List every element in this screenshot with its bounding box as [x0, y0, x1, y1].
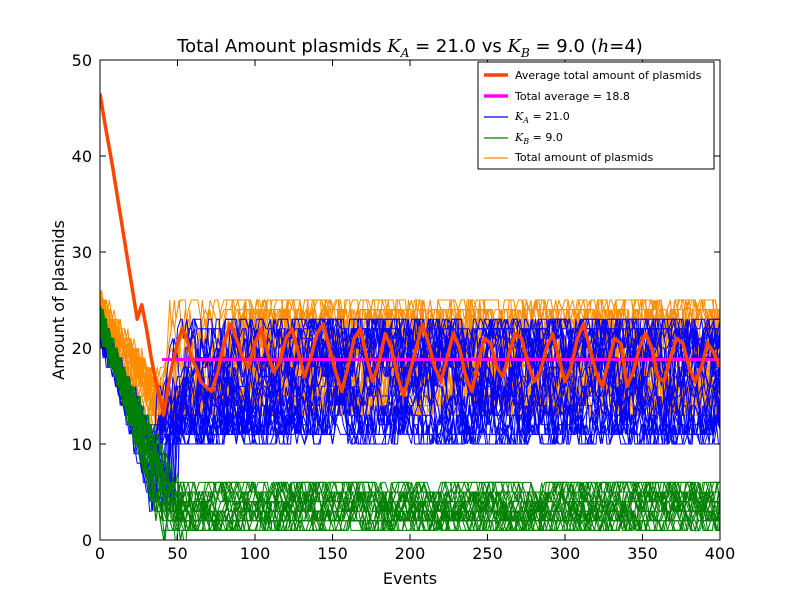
y-tick-label: 50 [72, 51, 92, 70]
series-line-ka [100, 318, 720, 483]
y-tick-label: 10 [72, 435, 92, 454]
series-line-kb [100, 323, 720, 522]
x-axis-label: Events [383, 569, 437, 588]
y-tick-label: 40 [72, 147, 92, 166]
x-tick-label: 50 [167, 544, 187, 563]
average-layer [100, 93, 720, 417]
legend-box [477, 61, 715, 170]
average-total-line [100, 93, 720, 417]
y-tick-label: 20 [72, 339, 92, 358]
series-layer [100, 290, 720, 540]
series-line-ka [100, 317, 720, 473]
y-axis-label: Amount of plasmids [49, 220, 68, 380]
x-tick-label: 100 [240, 544, 271, 563]
legend-label-total-average: Total average = 18.8 [514, 90, 630, 103]
series-line-kb [100, 316, 720, 531]
x-tick-label: 200 [395, 544, 426, 563]
legend-label-kb: KB = 9.0 [514, 131, 563, 146]
series-line-ka [100, 328, 720, 493]
legend-label-ka: KA = 21.0 [514, 110, 570, 125]
series-line-kb [100, 314, 720, 531]
x-tick-label: 350 [627, 544, 658, 563]
x-tick-label: 400 [705, 544, 736, 563]
series-line-kb [100, 316, 720, 523]
y-tick-label: 30 [72, 243, 92, 262]
series-line-kb [100, 325, 720, 533]
y-tick-label: 0 [82, 531, 92, 550]
y-axis: 0 10 20 30 40 50 [72, 51, 720, 550]
series-line-ka [100, 313, 720, 493]
series-line-kb [100, 309, 720, 523]
legend-label-total: Total amount of plasmids [514, 151, 653, 164]
x-tick-label: 150 [317, 544, 348, 563]
legend-label-average-total: Average total amount of plasmids [515, 69, 702, 82]
x-tick-label: 0 [95, 544, 105, 563]
chart-title: Total Amount plasmids KA = 21.0 vs KB = … [176, 36, 643, 60]
x-tick-label: 300 [550, 544, 581, 563]
legend: Average total amount of plasmids Total a… [477, 61, 715, 170]
x-tick-label: 250 [472, 544, 503, 563]
series-line-ka [100, 317, 720, 502]
series-line-ka [100, 327, 720, 493]
